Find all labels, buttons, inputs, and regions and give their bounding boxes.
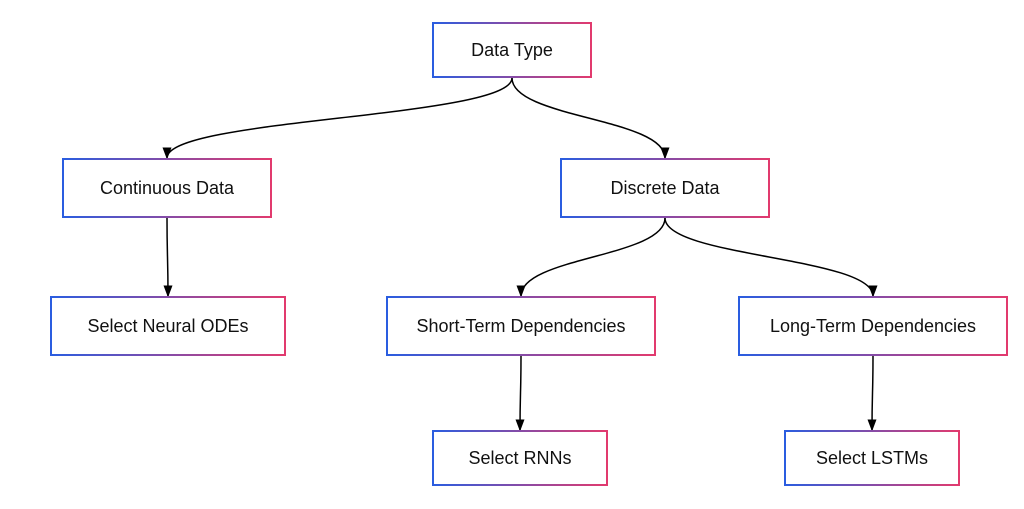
node-label: Data Type: [471, 40, 553, 61]
edge-discrete-to-long_dep: [665, 218, 873, 296]
node-label: Discrete Data: [610, 178, 719, 199]
node-select-rnns: Select RNNs: [432, 430, 608, 486]
edge-long_dep-to-lstms: [872, 356, 873, 430]
node-data-type: Data Type: [432, 22, 592, 78]
node-continuous-data: Continuous Data: [62, 158, 272, 218]
node-label: Continuous Data: [100, 178, 234, 199]
edge-continuous-to-neural_ode: [167, 218, 168, 296]
node-discrete-data: Discrete Data: [560, 158, 770, 218]
node-select-neural-odes: Select Neural ODEs: [50, 296, 286, 356]
edge-root-to-continuous: [167, 78, 512, 158]
node-label: Select LSTMs: [816, 448, 928, 469]
flowchart-canvas: Data Type Continuous Data Discrete Data …: [0, 0, 1024, 509]
edge-discrete-to-short_dep: [521, 218, 665, 296]
edge-root-to-discrete: [512, 78, 665, 158]
node-label: Select RNNs: [468, 448, 571, 469]
node-label: Long-Term Dependencies: [770, 316, 976, 337]
node-long-term-dependencies: Long-Term Dependencies: [738, 296, 1008, 356]
node-short-term-dependencies: Short-Term Dependencies: [386, 296, 656, 356]
node-label: Short-Term Dependencies: [416, 316, 625, 337]
edge-short_dep-to-rnns: [520, 356, 521, 430]
node-label: Select Neural ODEs: [87, 316, 248, 337]
node-select-lstms: Select LSTMs: [784, 430, 960, 486]
